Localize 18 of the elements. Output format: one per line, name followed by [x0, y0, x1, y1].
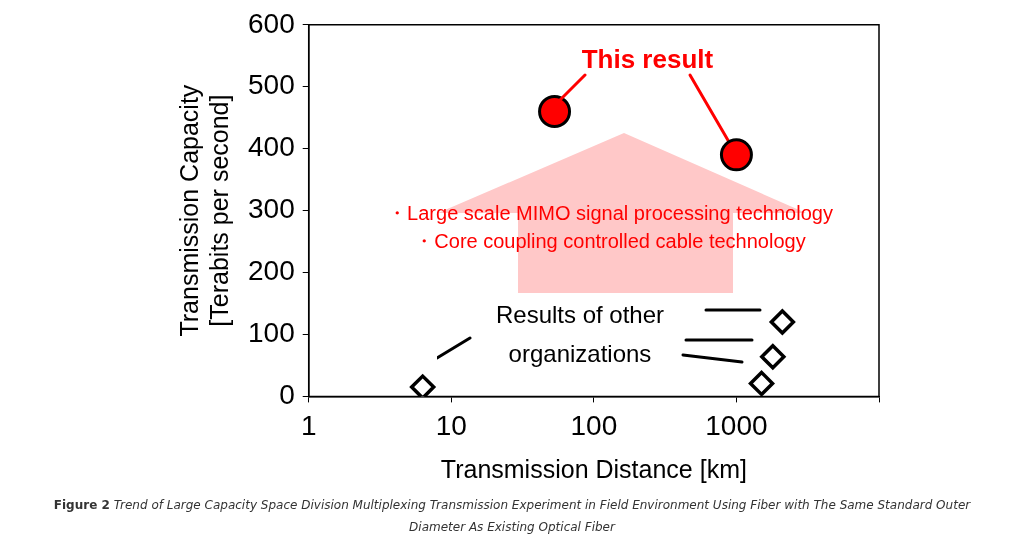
y-tick-label: 500	[248, 69, 295, 101]
y-tick-label: 200	[248, 255, 295, 287]
y-tick-label: 600	[248, 7, 295, 39]
x-tick-label: 1	[300, 409, 317, 441]
x-tick-label: 100	[570, 409, 618, 441]
x-tick-label: 1000	[705, 409, 768, 441]
annotation: Results of other organizations	[494, 300, 666, 369]
y-axis-title: Transmission Capacity [Terabits per second]	[174, 84, 233, 337]
y-tick-label: 100	[248, 317, 295, 349]
y-tick-label: 0	[279, 379, 295, 411]
caption: Figure 2 Trend of Large Capacity Space Division Multiplexing Transmission Experiment in Field Environment Using Fiber with The Same Standard Outer Diameter As Existing Optical Fiber	[53, 498, 971, 534]
x-axis-title: Transmission Distance [km]	[440, 454, 747, 483]
y-tick-label: 300	[248, 193, 295, 225]
annotation: ・Core coupling controlled cable technology	[413, 229, 807, 254]
y-tick-label: 400	[248, 131, 295, 163]
annotation: ・Large scale MIMO signal processing technology	[386, 201, 834, 226]
x-tick-label: 10	[435, 409, 467, 441]
annotation: This result	[580, 43, 715, 75]
